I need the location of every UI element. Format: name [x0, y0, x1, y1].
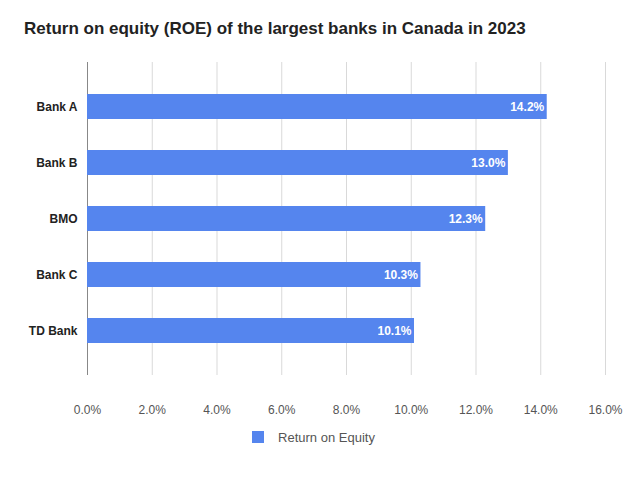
svg-text:0.0%: 0.0%: [74, 403, 102, 417]
svg-text:10.0%: 10.0%: [394, 403, 428, 417]
svg-text:12.0%: 12.0%: [459, 403, 493, 417]
svg-text:2.0%: 2.0%: [139, 403, 167, 417]
svg-text:16.0%: 16.0%: [588, 403, 622, 417]
svg-text:6.0%: 6.0%: [268, 403, 296, 417]
html-text:Return on Equity: Return on Equity: [278, 429, 375, 445]
svg-text:10.1%: 10.1%: [377, 324, 411, 338]
svg-text:14.2%: 14.2%: [510, 100, 544, 114]
svg-text:Bank B: Bank B: [36, 156, 78, 170]
svg-text:Bank A: Bank A: [37, 100, 78, 114]
svg-text:14.0%: 14.0%: [524, 403, 558, 417]
svg-text:12.3%: 12.3%: [449, 212, 483, 226]
svg-text:8.0%: 8.0%: [333, 403, 361, 417]
svg-text:TD Bank: TD Bank: [29, 324, 78, 338]
html-text:Return on equity (ROE) of the: Return on equity (ROE) of the largest ba…: [24, 19, 526, 38]
svg-text:Bank C: Bank C: [36, 268, 78, 282]
svg-text:4.0%: 4.0%: [203, 403, 231, 417]
svg-text:13.0%: 13.0%: [471, 156, 505, 170]
svg-text:BMO: BMO: [50, 212, 78, 226]
svg-text:10.3%: 10.3%: [384, 268, 418, 282]
